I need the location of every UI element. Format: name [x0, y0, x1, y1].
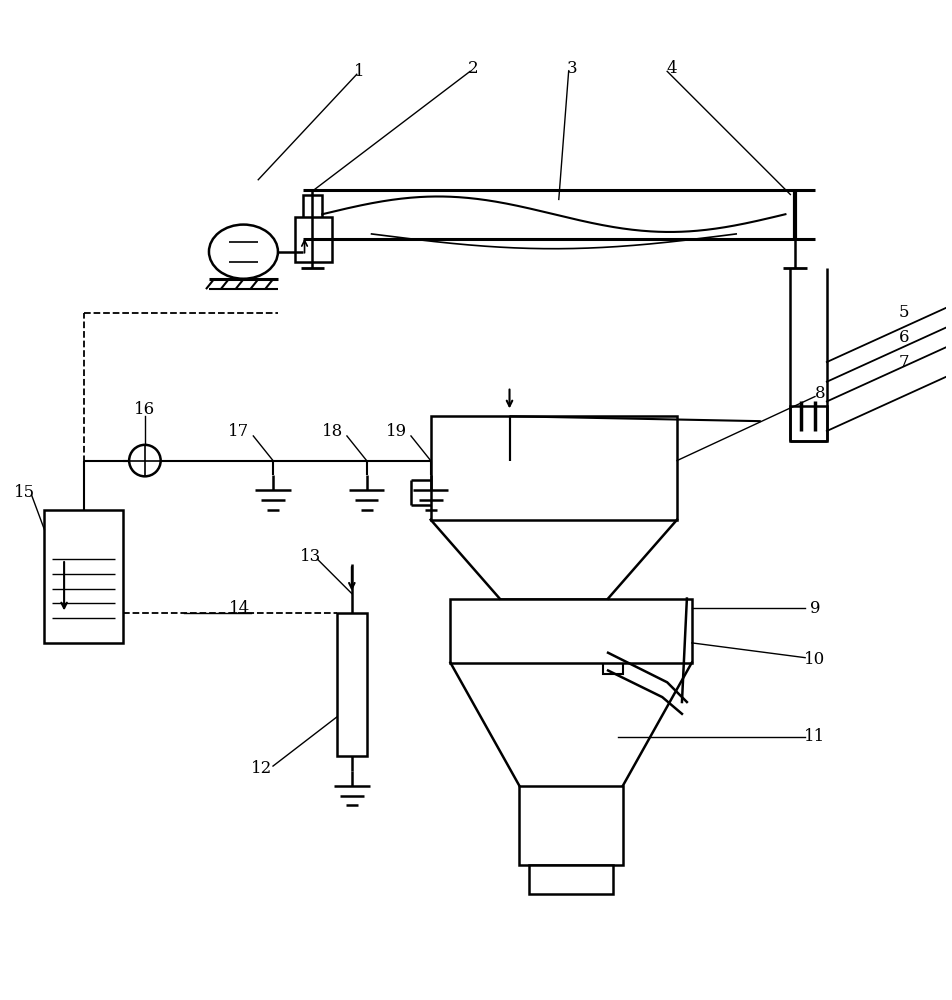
Text: 13: 13	[300, 548, 321, 565]
Bar	[450, 599, 691, 663]
Text: 3: 3	[565, 60, 576, 77]
Text: 8: 8	[814, 385, 824, 402]
Bar	[504, 628, 603, 653]
Text: 1: 1	[354, 63, 365, 80]
Bar	[499, 599, 607, 628]
Text: 5: 5	[898, 304, 908, 321]
Bar	[294, 217, 332, 262]
Text: 15: 15	[14, 484, 35, 501]
Bar	[519, 786, 623, 865]
Bar	[603, 655, 623, 674]
Text: 7: 7	[898, 354, 908, 371]
Text: 9: 9	[809, 600, 820, 617]
Text: 6: 6	[898, 329, 908, 346]
Text: 19: 19	[386, 423, 407, 440]
Text: 2: 2	[467, 60, 478, 77]
Text: 17: 17	[228, 423, 248, 440]
Text: 16: 16	[134, 401, 155, 418]
Text: 14: 14	[228, 600, 249, 617]
Text: 10: 10	[803, 651, 824, 668]
Text: 12: 12	[250, 760, 271, 777]
Bar	[302, 195, 322, 234]
Text: 18: 18	[321, 423, 343, 440]
Bar	[45, 510, 123, 643]
Text: 11: 11	[803, 728, 824, 745]
Text: 4: 4	[666, 60, 677, 77]
Bar	[430, 416, 676, 520]
Bar	[337, 613, 367, 756]
Bar	[528, 865, 612, 894]
Bar	[789, 406, 826, 441]
